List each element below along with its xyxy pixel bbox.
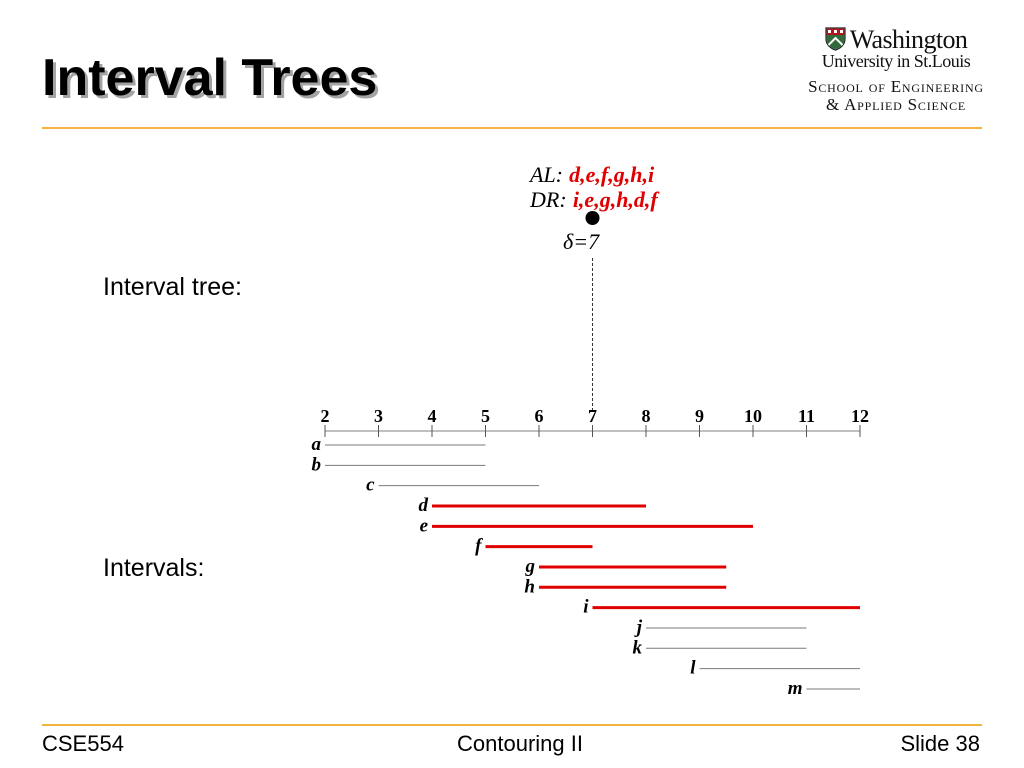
interval-j: j bbox=[634, 617, 807, 638]
dr-label: DR: bbox=[530, 187, 567, 212]
interval-label-h: h bbox=[524, 576, 535, 597]
header-divider bbox=[42, 127, 982, 129]
footer-divider bbox=[42, 724, 982, 726]
footer-slide-number: Slide 38 bbox=[900, 731, 980, 756]
interval-label-c: c bbox=[366, 475, 375, 496]
axis-tick-label-3: 3 bbox=[374, 406, 383, 426]
slide-title: Interval Trees bbox=[42, 49, 378, 107]
interval-list: ab c de f gh i jk l m bbox=[312, 434, 860, 699]
axis-tick-label-11: 11 bbox=[798, 406, 815, 426]
logo-school-line-2: & Applied Science bbox=[825, 95, 967, 114]
interval-label-k: k bbox=[633, 637, 643, 658]
interval-label-e: e bbox=[420, 515, 429, 536]
interval-label-d: d bbox=[419, 495, 429, 516]
axis-tick-label-7: 7 bbox=[588, 406, 597, 426]
logo-school-line-1: School of Engineering bbox=[808, 77, 984, 96]
interval-tree-label: Interval tree: bbox=[103, 273, 242, 301]
al-values: d,e,f,g,h,i bbox=[569, 162, 655, 187]
axis-tick-label-4: 4 bbox=[428, 406, 437, 426]
node-ascending-left-list: AL: d,e,f,g,h,i bbox=[530, 162, 654, 188]
logo-university-subtitle: University in St.Louis bbox=[821, 51, 971, 71]
al-label: AL: bbox=[530, 162, 563, 187]
dr-values: i,e,g,h,d,f bbox=[572, 187, 658, 212]
node-split-value: δ=7 bbox=[563, 229, 600, 254]
interval-label-f: f bbox=[475, 536, 483, 557]
axis-tick-label-10: 10 bbox=[744, 406, 762, 426]
axis-tick-label-12: 12 bbox=[851, 406, 869, 426]
interval-label-i: i bbox=[583, 597, 589, 618]
interval-f: f bbox=[475, 536, 593, 557]
axis-tick-label-5: 5 bbox=[481, 406, 490, 426]
interval-label-j: j bbox=[634, 617, 643, 638]
tree-node-dot bbox=[585, 211, 600, 225]
node-descending-right-list: DR: i,e,g,h,d,f bbox=[530, 187, 658, 213]
interval-l: l bbox=[690, 658, 860, 679]
university-shield-icon bbox=[825, 27, 846, 51]
interval-label-g: g bbox=[525, 556, 536, 577]
interval-k: k bbox=[633, 637, 807, 658]
interval-e: e bbox=[420, 515, 753, 536]
intervals-label: Intervals: bbox=[103, 554, 205, 582]
interval-label-l: l bbox=[690, 658, 696, 679]
interval-label-b: b bbox=[312, 454, 322, 475]
footer-course: CSE554 bbox=[42, 731, 124, 756]
interval-label-m: m bbox=[788, 678, 803, 699]
axis-tick-label-2: 2 bbox=[321, 406, 330, 426]
axis-tick-label-8: 8 bbox=[642, 406, 651, 426]
interval-c: c bbox=[366, 475, 539, 496]
footer-topic: Contouring II bbox=[457, 731, 583, 756]
axis-tick-label-6: 6 bbox=[535, 406, 544, 426]
interval-h: h bbox=[524, 576, 727, 597]
interval-m: m bbox=[788, 678, 860, 699]
interval-g: g bbox=[525, 556, 727, 577]
university-logo-wordmark: Washington bbox=[796, 25, 996, 55]
axis-tick-label-9: 9 bbox=[695, 406, 704, 426]
interval-b: b bbox=[312, 454, 486, 475]
interval-i: i bbox=[583, 597, 860, 618]
interval-a: a bbox=[312, 434, 486, 455]
number-axis: 2 3 4 5 6 7 8 9 10 11 12 bbox=[321, 406, 869, 437]
interval-d: d bbox=[419, 495, 646, 516]
logo-university-name: Washington bbox=[849, 25, 968, 54]
interval-label-a: a bbox=[312, 434, 322, 455]
